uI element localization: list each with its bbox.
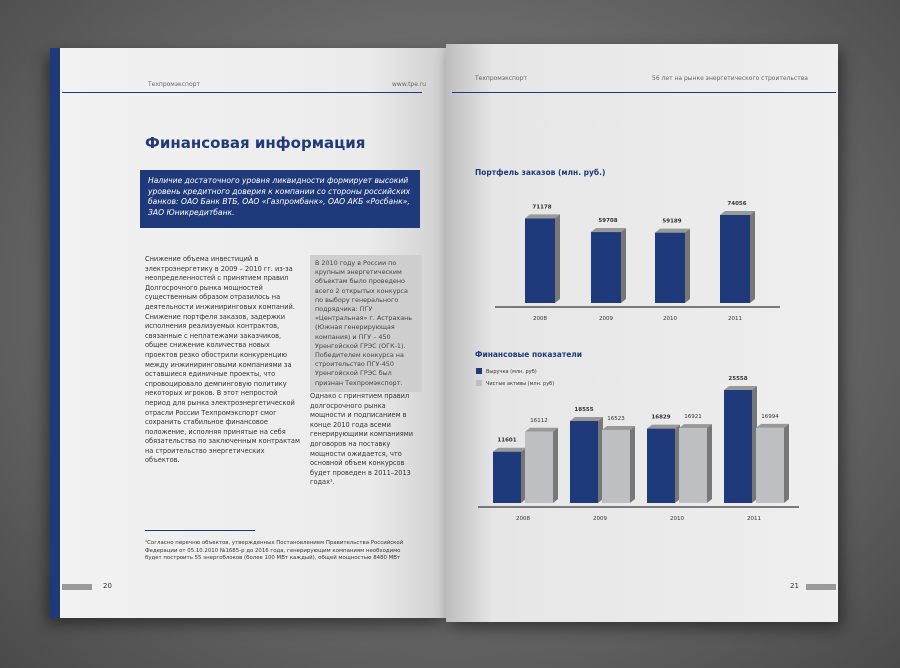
- header-site: www.tpe.ru: [392, 81, 427, 88]
- bar: [647, 428, 675, 503]
- header-brand: Техпромэкспорт: [475, 75, 527, 82]
- bar-side: [630, 425, 635, 503]
- bar: [570, 420, 598, 503]
- bar: [724, 390, 752, 503]
- footer-bar: [806, 584, 836, 590]
- bar-top: [720, 211, 755, 215]
- legend-label: Выручка (млн. руб): [486, 369, 537, 375]
- x-tick-label: 2010: [670, 516, 684, 522]
- data-label: 59708: [598, 218, 617, 224]
- bar-side: [553, 427, 558, 503]
- bar: [756, 427, 784, 503]
- bar: [525, 218, 555, 303]
- footer-bar: [62, 584, 92, 590]
- bar-side: [784, 423, 789, 503]
- x-tick-label: 2009: [593, 516, 607, 522]
- x-tick-label: 2011: [728, 316, 742, 322]
- bar-top: [570, 416, 603, 421]
- right-page: [446, 44, 838, 622]
- page-title: Финансовая информация: [145, 134, 366, 152]
- x-tick-label: 2010: [663, 316, 677, 322]
- header-rule: [62, 92, 422, 93]
- bar-top: [525, 427, 558, 432]
- bar-top: [756, 423, 789, 428]
- bar: [525, 431, 553, 503]
- bar-top: [493, 447, 526, 452]
- data-label: 74056: [727, 201, 746, 207]
- bar-top: [679, 424, 712, 429]
- bar-side: [752, 386, 757, 503]
- bar-side: [707, 424, 712, 503]
- footnote-rule: [145, 530, 255, 531]
- x-tick-label: 2008: [533, 316, 547, 322]
- data-label: 18555: [574, 407, 593, 413]
- bar-top: [591, 228, 626, 233]
- bar: [720, 215, 750, 303]
- page-number: 21: [790, 582, 799, 590]
- data-label: 71178: [532, 204, 551, 210]
- bar-side: [555, 214, 560, 303]
- bar-top: [655, 228, 690, 233]
- spine-stripe: [50, 48, 60, 618]
- x-tick-label: 2008: [516, 516, 530, 522]
- bar-side: [675, 424, 680, 503]
- bar-side: [621, 228, 626, 303]
- footnote: ¹Согласно перечню объектов, утвержденных…: [145, 540, 404, 562]
- header-brand: Техпромэкспорт: [148, 81, 200, 88]
- lead-box: Наличие достаточного уровня ликвидности …: [140, 170, 420, 228]
- bar-top: [602, 425, 635, 430]
- bar-top: [647, 424, 680, 429]
- legend-swatch: [476, 368, 482, 374]
- legend-swatch: [476, 380, 482, 386]
- bar-side: [750, 211, 755, 303]
- header-rule: [452, 92, 836, 93]
- bar-side: [521, 447, 526, 503]
- data-label: 25558: [728, 376, 747, 382]
- chart-title: Финансовые показатели: [475, 350, 582, 359]
- bar-side: [598, 416, 603, 503]
- bar-side: [685, 228, 690, 303]
- sidebar-box: В 2010 году в России по крупным энергети…: [310, 255, 422, 392]
- data-label: 11601: [497, 438, 516, 444]
- x-tick-label: 2009: [599, 316, 613, 322]
- bar: [602, 429, 630, 503]
- data-label: 16921: [684, 414, 702, 420]
- data-label: 16523: [607, 416, 625, 422]
- bar: [655, 232, 685, 303]
- data-label: 16994: [761, 414, 779, 420]
- body-text: Снижение объема инвестиций в электроэнер…: [145, 255, 300, 465]
- legend-label: Чистые активы (млн. руб): [486, 381, 554, 387]
- data-label: 16112: [530, 418, 548, 424]
- body-text: Однако с принятием правил долгосрочного …: [310, 392, 414, 487]
- page-number: 20: [103, 582, 112, 590]
- bar-top: [525, 214, 560, 219]
- data-label: 59189: [662, 219, 681, 225]
- bar: [679, 428, 707, 503]
- bar: [493, 451, 521, 503]
- data-label: 16829: [651, 415, 670, 421]
- x-tick-label: 2011: [747, 516, 761, 522]
- chart-title: Портфель заказов (млн. руб.): [475, 168, 605, 177]
- header-tagline: 56 лет на рынке энергетического строител…: [652, 75, 808, 82]
- bar: [591, 232, 621, 303]
- bar-top: [724, 386, 757, 390]
